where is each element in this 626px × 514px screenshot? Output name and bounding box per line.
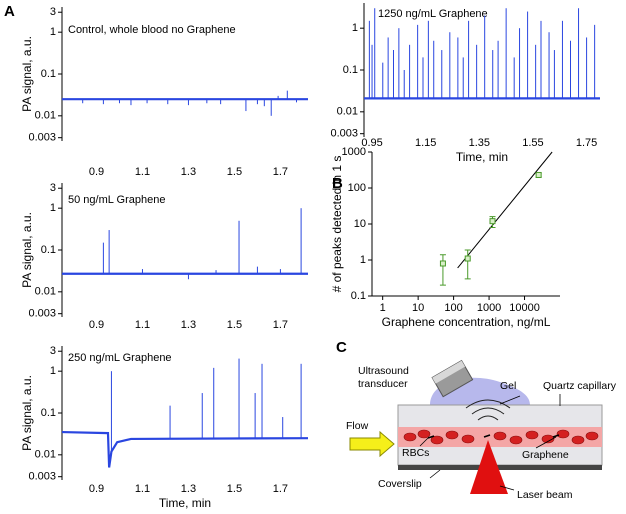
y-axis-label: PA signal, a.u. [20, 36, 34, 112]
error-bar [464, 249, 471, 280]
rbcs [403, 429, 599, 445]
x-tick-label: 1.5 [227, 319, 242, 331]
y-tick-label: 0.01 [337, 106, 358, 118]
x-tick-label: 1 [380, 302, 386, 314]
panel-label: A [4, 3, 15, 20]
y-tick-label: 0.003 [28, 471, 56, 483]
y-axis-label: PA signal, a.u. [20, 375, 34, 451]
trendline [457, 151, 553, 269]
x-tick-label: 1.3 [181, 166, 196, 178]
x-tick-label: 1.1 [135, 166, 150, 178]
transducer-icon [431, 359, 474, 398]
y-tick-label: 0.003 [28, 308, 56, 320]
y-tick-label: 0.01 [35, 110, 56, 122]
y-tick-label: 0.1 [351, 290, 366, 302]
y-tick-label: 1 [352, 22, 358, 34]
x-tick-label: 1.75 [576, 137, 597, 149]
label: Gel [500, 380, 516, 392]
x-tick-label: 100 [444, 302, 462, 314]
y-tick-label: 3 [50, 345, 56, 357]
x-tick-label: 1.1 [135, 319, 150, 331]
x-tick-label: 1.3 [181, 483, 196, 495]
label: Coverslip [378, 478, 422, 490]
y-tick-label: 1 [50, 365, 56, 377]
x-tick-label: 1.7 [273, 319, 288, 331]
x-axis-label: Time, min [456, 150, 508, 164]
y-tick-label: 1 [50, 202, 56, 214]
x-tick-label: 1.5 [227, 483, 242, 495]
x-tick-label: 1.7 [273, 483, 288, 495]
y-tick-label: 100 [348, 182, 366, 194]
point [535, 171, 542, 178]
x-tick-label: 0.9 [89, 166, 104, 178]
acoustic-waves [465, 399, 511, 421]
y-tick-label: 10 [354, 218, 366, 230]
x-tick-label: 1.15 [415, 137, 436, 149]
annotation: 250 ng/mL Graphene [68, 352, 172, 364]
diagram: Ultrasound transducer Gel Quartz capilla… [346, 359, 617, 501]
x-tick-label: 0.9 [89, 319, 104, 331]
x-tick-label: 0.95 [361, 137, 382, 149]
x-tick-label: 1.3 [181, 319, 196, 331]
x-tick-label: 1.35 [469, 137, 490, 149]
x-tick-label: 1.55 [522, 137, 543, 149]
x-axis-label: Time, min [159, 496, 211, 510]
laser-cone [470, 440, 508, 494]
y-tick-label: 1 [50, 26, 56, 38]
y-tick-label: 1 [360, 254, 366, 266]
x-tick-label: 1.1 [135, 483, 150, 495]
point [439, 260, 446, 267]
label: Ultrasound [358, 365, 409, 377]
panel-label: C [336, 339, 347, 356]
x-axis-label: Graphene concentration, ng/mL [382, 315, 551, 329]
point [489, 218, 496, 225]
flow-arrow [349, 430, 395, 458]
y-tick-label: 0.1 [343, 64, 358, 76]
y-tick-label: 1000 [342, 146, 366, 158]
label: Laser beam [517, 489, 573, 501]
x-tick-label: 10000 [509, 302, 540, 314]
label: RBCs [402, 447, 429, 459]
x-tick-label: 10 [412, 302, 424, 314]
error-bar [439, 254, 446, 286]
y-tick-label: 3 [50, 6, 56, 18]
annotation: 50 ng/mL Graphene [68, 194, 165, 206]
y-axis-label: PA signal, a.u. [20, 212, 34, 288]
y-tick-label: 0.1 [41, 407, 56, 419]
y-tick-label: 0.01 [35, 286, 56, 298]
y-tick-label: 0.01 [35, 449, 56, 461]
y-tick-label: 0.1 [41, 244, 56, 256]
y-tick-label: 3 [50, 182, 56, 194]
point [464, 255, 471, 262]
x-tick-label: 1.7 [273, 166, 288, 178]
graphene-flakes [427, 434, 560, 439]
x-tick-label: 1000 [477, 302, 501, 314]
annotation: Control, whole blood no Graphene [68, 24, 236, 36]
y-tick-label: 0.003 [28, 132, 56, 144]
y-tick-label: 0.003 [330, 128, 358, 140]
panel-label: B [332, 175, 343, 192]
baseline-trace [61, 430, 309, 468]
label: Flow [346, 420, 369, 432]
y-axis-label: # of peaks detected in 1 s [330, 156, 344, 293]
x-tick-label: 0.9 [89, 483, 104, 495]
label: transducer [358, 378, 408, 390]
annotation: 1250 ng/mL Graphene [378, 8, 488, 20]
y-tick-label: 0.1 [41, 68, 56, 80]
label: Quartz capillary [543, 380, 617, 392]
label: Graphene [522, 449, 569, 461]
coverslip-strip [398, 465, 602, 470]
x-tick-label: 1.5 [227, 166, 242, 178]
callouts [419, 394, 561, 491]
